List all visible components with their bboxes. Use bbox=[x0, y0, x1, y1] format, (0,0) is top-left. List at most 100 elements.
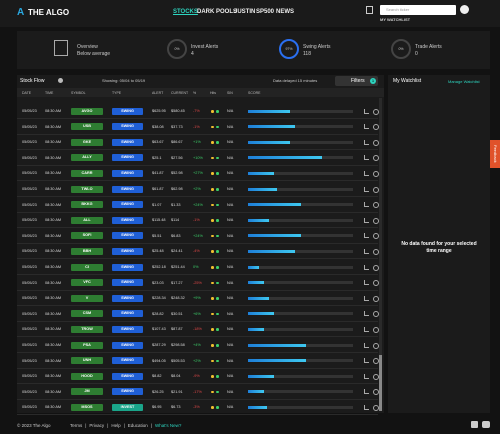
social-icon[interactable] bbox=[471, 421, 478, 428]
symbol-pill[interactable]: AVGO bbox=[71, 107, 103, 115]
hit-dot bbox=[211, 328, 214, 331]
chart-icon[interactable] bbox=[364, 326, 369, 332]
symbol-pill[interactable]: CI bbox=[71, 263, 103, 271]
nav-link[interactable]: DARK POOLS bbox=[197, 9, 238, 15]
manage-link[interactable]: Manage Watchlist bbox=[448, 79, 480, 84]
settings-icon[interactable] bbox=[373, 108, 379, 115]
settings-icon[interactable] bbox=[373, 248, 379, 255]
score-bar bbox=[248, 359, 306, 363]
settings-icon[interactable] bbox=[373, 389, 379, 396]
footer-link[interactable]: Education bbox=[127, 423, 148, 428]
symbol-pill[interactable]: UNH bbox=[71, 357, 103, 365]
settings-icon[interactable] bbox=[373, 404, 379, 411]
chart-icon[interactable] bbox=[364, 155, 369, 161]
sin: N/A bbox=[227, 265, 234, 269]
feedback-tab[interactable]: Feedback bbox=[490, 140, 500, 168]
overview-icon bbox=[54, 40, 68, 56]
settings-icon[interactable] bbox=[373, 295, 379, 302]
chart-icon[interactable] bbox=[364, 139, 369, 145]
symbol-pill[interactable]: BBH bbox=[71, 247, 103, 255]
chart-icon[interactable] bbox=[364, 389, 369, 395]
settings-icon[interactable] bbox=[373, 280, 379, 287]
symbol-pill[interactable]: BKKG bbox=[71, 201, 103, 209]
symbol-pill[interactable]: V bbox=[71, 294, 103, 302]
symbol-pill[interactable]: TROW bbox=[71, 325, 103, 333]
settings-icon[interactable] bbox=[373, 139, 379, 146]
symbol-pill[interactable]: TWLO bbox=[71, 185, 103, 193]
hit-dot bbox=[216, 359, 219, 363]
chart-icon[interactable] bbox=[364, 295, 369, 301]
symbol-pill[interactable]: SOFI bbox=[71, 232, 103, 240]
nav-link[interactable]: JUSTIN bbox=[234, 9, 256, 15]
score-bar bbox=[248, 203, 301, 207]
chart-icon[interactable] bbox=[364, 264, 369, 270]
search-input[interactable]: Search ticker bbox=[380, 5, 456, 15]
symbol-pill[interactable]: CARR bbox=[71, 169, 103, 177]
footer-link[interactable]: Privacy bbox=[89, 423, 105, 428]
user-icon[interactable] bbox=[460, 5, 469, 14]
symbol-pill[interactable]: JM bbox=[71, 388, 103, 396]
chart-icon[interactable] bbox=[364, 248, 369, 254]
chart-icon[interactable] bbox=[364, 186, 369, 192]
symbol-pill[interactable]: ALL bbox=[71, 216, 103, 224]
settings-icon[interactable] bbox=[373, 217, 379, 224]
chart-icon[interactable] bbox=[364, 311, 369, 317]
chart-icon[interactable] bbox=[364, 124, 369, 130]
settings-icon[interactable] bbox=[373, 342, 379, 349]
settings-icon[interactable] bbox=[373, 186, 379, 193]
settings-icon[interactable] bbox=[373, 311, 379, 318]
chart-icon[interactable] bbox=[364, 342, 369, 348]
symbol-pill[interactable]: CSM bbox=[71, 310, 103, 318]
chart-icon[interactable] bbox=[364, 280, 369, 286]
symbol-pill[interactable]: HOOD bbox=[71, 372, 103, 380]
chart-icon[interactable] bbox=[364, 217, 369, 223]
score-track bbox=[248, 218, 353, 222]
footer-link[interactable]: Terms bbox=[70, 423, 83, 428]
symbol-pill[interactable]: PSA bbox=[71, 341, 103, 349]
chart-icon[interactable] bbox=[364, 108, 369, 114]
symbol-pill[interactable]: ALLY bbox=[71, 154, 103, 162]
chart-icon[interactable] bbox=[364, 358, 369, 364]
settings-icon[interactable] bbox=[373, 124, 379, 131]
info-icon[interactable] bbox=[58, 78, 63, 83]
hit-dot bbox=[216, 156, 219, 160]
settings-icon[interactable] bbox=[373, 233, 379, 240]
settings-icon[interactable] bbox=[373, 373, 379, 380]
footer-link[interactable]: What's New? bbox=[154, 423, 182, 428]
time: 08:30 AM bbox=[45, 358, 62, 363]
chart-icon[interactable] bbox=[364, 170, 369, 176]
chart-icon[interactable] bbox=[364, 202, 369, 208]
nav-link[interactable]: SP500 bbox=[256, 9, 275, 15]
symbol-pill[interactable]: GKE bbox=[71, 138, 103, 146]
alert-price: $228.34 bbox=[152, 296, 166, 301]
scrollbar[interactable] bbox=[379, 98, 382, 411]
hit-dot bbox=[211, 188, 214, 191]
nav-link[interactable]: NEWS bbox=[276, 9, 294, 15]
nav-link[interactable]: STOCKS bbox=[173, 9, 198, 15]
symbol-pill[interactable]: MSOS bbox=[71, 403, 103, 411]
filters-button[interactable] bbox=[335, 76, 378, 86]
symbol-pill[interactable]: USB bbox=[71, 123, 103, 131]
settings-icon[interactable] bbox=[373, 170, 379, 177]
settings-icon[interactable] bbox=[373, 358, 379, 365]
settings-icon[interactable] bbox=[373, 155, 379, 162]
symbol-pill[interactable]: VFC bbox=[71, 279, 103, 287]
chart-icon[interactable] bbox=[364, 373, 369, 379]
footer-link[interactable]: Help bbox=[111, 423, 121, 428]
settings-icon[interactable] bbox=[373, 264, 379, 271]
chart-icon[interactable] bbox=[364, 233, 369, 239]
current-price: $27.56 bbox=[171, 155, 183, 160]
social-icon[interactable] bbox=[482, 421, 490, 428]
sin: N/A bbox=[227, 140, 234, 145]
alert-price: $61.87 bbox=[152, 187, 164, 191]
chart-icon[interactable] bbox=[364, 404, 369, 410]
settings-icon[interactable] bbox=[373, 202, 379, 209]
calendar-icon[interactable] bbox=[366, 6, 373, 14]
logo[interactable]: THE ALGO bbox=[28, 8, 70, 17]
scroll-thumb[interactable] bbox=[379, 355, 382, 411]
date: 05/05/23 bbox=[22, 109, 37, 113]
settings-icon[interactable] bbox=[373, 326, 379, 333]
date: 05/05/23 bbox=[22, 358, 37, 363]
watchlist-link[interactable]: MY WATCHLIST bbox=[380, 17, 411, 22]
